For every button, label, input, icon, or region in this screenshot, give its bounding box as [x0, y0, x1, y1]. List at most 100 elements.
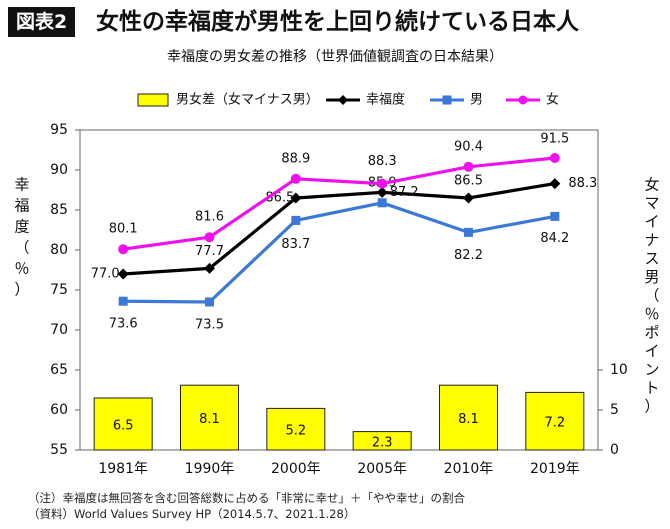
- y-right-tick-label: 5: [610, 402, 619, 418]
- data-point-marker: [463, 192, 474, 204]
- data-point-marker: [291, 215, 301, 225]
- data-point-marker: [204, 262, 215, 274]
- data-label: 84.2: [540, 231, 569, 246]
- y-left-tick-label: 90: [50, 162, 68, 178]
- data-label: 81.6: [195, 210, 224, 225]
- data-point-marker: [290, 173, 301, 184]
- y-right-axis-label: ）: [644, 398, 659, 416]
- series-line: [122, 156, 555, 251]
- y-right-axis-label: 男: [644, 268, 659, 286]
- legend-label: 女: [546, 92, 559, 108]
- x-tick-label: 2000年: [271, 461, 321, 477]
- legend-label: 幸福度: [366, 92, 405, 108]
- bar-data-label: 5.2: [285, 424, 306, 439]
- y-left-axis-label: 幸: [14, 176, 29, 194]
- data-label: 83.7: [281, 237, 310, 252]
- data-point-marker: [117, 268, 129, 280]
- header: 図表2 女性の幸福度が男性を上回り続けている日本人: [0, 0, 670, 44]
- data-label: 82.2: [454, 248, 483, 263]
- bar-data-label: 8.1: [458, 412, 479, 427]
- bar-data-label: 8.1: [199, 412, 220, 427]
- chart-title: 幸福度の男女差の推移（世界価値観調査の日本結果）: [167, 49, 503, 65]
- data-label: 73.6: [109, 317, 138, 332]
- x-tick-label: 2005年: [357, 461, 407, 477]
- y-left-tick-label: 60: [50, 402, 68, 418]
- data-point-marker: [376, 186, 388, 198]
- y-right-tick-label: 10: [610, 362, 628, 378]
- data-point-marker: [550, 211, 560, 221]
- series-line: [123, 201, 556, 304]
- y-right-axis-label: ポ: [644, 324, 659, 342]
- y-left-tick-label: 95: [50, 122, 68, 138]
- bar: [352, 431, 412, 451]
- y-left-tick-label: 75: [50, 282, 68, 298]
- y-left-tick-label: 80: [50, 242, 68, 258]
- y-right-tick-label: 0: [610, 442, 619, 458]
- y-left-axis-label: （: [14, 239, 29, 257]
- data-point-marker: [205, 297, 214, 307]
- y-left-tick-label: 65: [50, 362, 68, 378]
- legend-marker: [442, 95, 452, 105]
- y-right-axis-label: イ: [644, 342, 659, 360]
- plot-frame: [79, 129, 599, 451]
- y-right-axis-label: イ: [644, 213, 659, 231]
- data-point-marker: [549, 153, 560, 163]
- page-title: 女性の幸福度が男性を上回り続けている日本人: [96, 9, 579, 35]
- bar-data-label: 6.5: [113, 419, 134, 434]
- footnote: （注）幸福度は無回答を含む回答総数に占める「非常に幸せ」＋「やや幸せ」の割合: [28, 491, 465, 505]
- data-label: 77.7: [195, 244, 224, 259]
- data-label: 77.0: [91, 267, 120, 282]
- data-label: 87.2: [390, 185, 419, 200]
- y-right-axis-label: ン: [644, 361, 659, 379]
- x-tick-label: 2010年: [444, 461, 494, 477]
- x-tick-label: 1990年: [185, 461, 235, 477]
- y-right-axis-label: （: [644, 287, 659, 305]
- data-label: 88.3: [368, 154, 397, 169]
- bar: [180, 384, 239, 451]
- data-point-marker: [549, 178, 561, 190]
- y-left-tick-label: 70: [50, 322, 68, 338]
- x-tick-label: 1981年: [98, 461, 148, 477]
- data-label: 86.5: [454, 174, 483, 189]
- data-label: 80.1: [109, 222, 138, 237]
- y-left-axis-label: 度: [14, 218, 29, 236]
- y-left-tick-label: 55: [50, 442, 68, 458]
- y-right-axis-label: ス: [644, 250, 659, 268]
- data-point-marker: [377, 178, 388, 189]
- bar: [439, 384, 498, 451]
- data-point-marker: [204, 232, 215, 243]
- legend-label: 男女差（女マイナス男）: [176, 92, 319, 108]
- y-right-axis-label: ト: [644, 379, 659, 397]
- bar: [525, 391, 585, 451]
- legend-marker: [518, 95, 528, 105]
- y-left-axis-label: ）: [14, 281, 29, 299]
- data-point-marker: [377, 198, 387, 208]
- y-left-axis-label: 福: [14, 197, 29, 215]
- y-right-axis-label: マ: [644, 194, 659, 212]
- legend-marker: [338, 95, 348, 105]
- data-label: 91.5: [540, 132, 569, 147]
- data-label: 90.4: [454, 139, 483, 154]
- y-left-tick-label: 85: [50, 202, 68, 218]
- legend-label: 男: [470, 93, 483, 108]
- bar: [266, 407, 326, 451]
- data-point-marker: [464, 227, 473, 237]
- data-point-marker: [290, 192, 302, 204]
- data-label: 88.9: [281, 151, 310, 166]
- y-left-axis-label: ％: [14, 260, 29, 278]
- data-label: 88.3: [568, 176, 597, 191]
- bar: [93, 397, 153, 451]
- series-line: [123, 182, 556, 276]
- data-point-marker: [118, 244, 129, 255]
- figure-badge: 図表2: [8, 7, 76, 37]
- legend-swatch: [137, 93, 169, 107]
- bar-data-label: 2.3: [372, 435, 393, 450]
- y-right-axis-label: 女: [644, 176, 659, 194]
- y-right-axis-label: ％: [644, 305, 659, 323]
- data-point-marker: [118, 296, 128, 306]
- data-label: 73.5: [195, 318, 224, 333]
- x-tick-label: 2019年: [530, 461, 580, 477]
- bar-data-label: 7.2: [544, 416, 565, 431]
- legend: 男女差（女マイナス男） 幸福度 男 女: [137, 92, 559, 108]
